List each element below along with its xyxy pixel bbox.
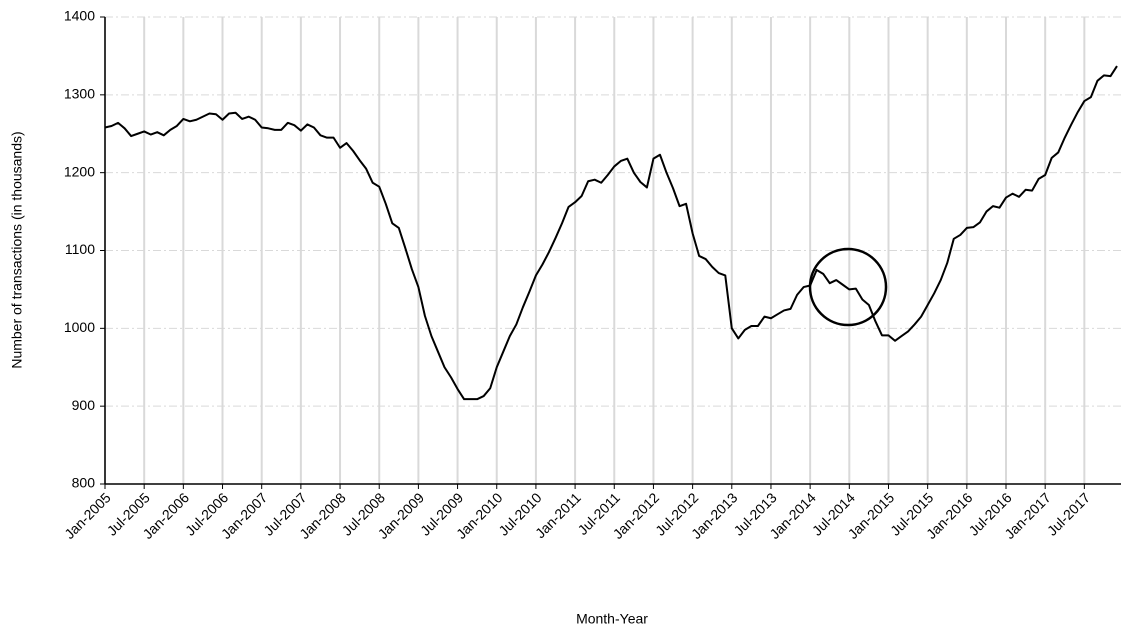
data-line (104, 65, 1118, 401)
y-tick-label: 1100 (65, 241, 95, 257)
y-tick-label: 1400 (64, 8, 95, 24)
x-tick-label: Jan-2005 (61, 489, 114, 542)
annotation-circle (808, 247, 888, 327)
grid (104, 16, 1121, 485)
x-axis-label: Month-Year (576, 611, 648, 627)
y-tick-label: 1000 (64, 319, 95, 335)
y-tick-label: 800 (72, 475, 96, 491)
y-tick-label: 900 (72, 397, 96, 413)
x-tick-label: Jul-2017 (1044, 489, 1093, 538)
y-tick-label: 1300 (64, 86, 95, 102)
y-axis-label: Number of transactions (in thousands) (9, 131, 25, 368)
y-tick-label: 1200 (64, 163, 95, 179)
